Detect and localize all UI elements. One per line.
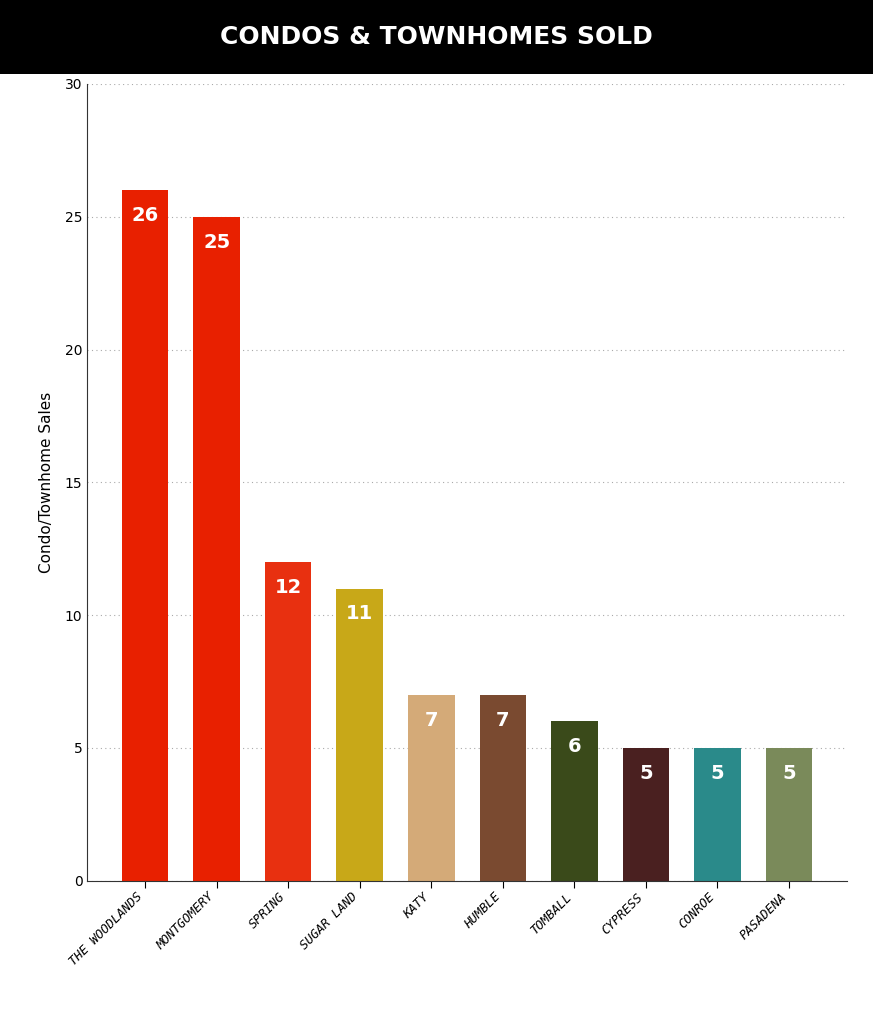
Text: 25: 25 (203, 232, 230, 252)
Bar (694, 748, 740, 881)
Text: CONDOS & TOWNHOMES SOLD: CONDOS & TOWNHOMES SOLD (220, 25, 653, 49)
Text: 5: 5 (782, 764, 796, 782)
Bar (622, 748, 670, 881)
Text: 12: 12 (274, 578, 302, 597)
Bar (194, 217, 240, 881)
Text: 7: 7 (424, 711, 438, 730)
Bar (122, 190, 168, 881)
Bar (408, 694, 455, 881)
Y-axis label: Condo/Townhome Sales: Condo/Townhome Sales (38, 391, 54, 573)
Text: 7: 7 (496, 711, 510, 730)
Bar (479, 694, 526, 881)
Text: 11: 11 (346, 604, 374, 624)
Text: 26: 26 (132, 206, 159, 225)
Text: 5: 5 (639, 764, 653, 782)
Text: 5: 5 (711, 764, 725, 782)
Bar (766, 748, 812, 881)
Bar (336, 589, 383, 881)
Text: 6: 6 (567, 737, 581, 757)
Bar (265, 562, 312, 881)
Bar (551, 721, 598, 881)
